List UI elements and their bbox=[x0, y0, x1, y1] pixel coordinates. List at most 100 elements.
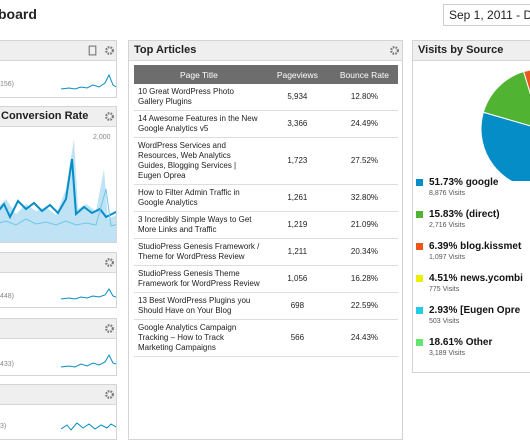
share: 2.93% bbox=[429, 305, 458, 316]
cell-number: 12.80% bbox=[330, 84, 398, 111]
cell-title[interactable]: 13 Best WordPress Plugins you Should Hav… bbox=[134, 292, 264, 320]
legend-swatch bbox=[416, 211, 423, 218]
column-header: Pageviews bbox=[263, 65, 331, 84]
line-chart bbox=[0, 139, 116, 242]
visits: 1,097 Visits bbox=[429, 254, 466, 261]
legend-label: 4.51% news.ycombi bbox=[429, 273, 523, 284]
legend-item: 6.39% blog.kissmet 1,097 Visits bbox=[416, 241, 521, 261]
summary: 433) bbox=[0, 361, 15, 368]
cell-number: 566 bbox=[263, 319, 331, 357]
legend-swatch bbox=[416, 179, 423, 186]
widget-header: Visits by Source bbox=[413, 41, 530, 61]
share: 6.39% bbox=[429, 241, 458, 252]
cell-number: 1,056 bbox=[263, 265, 331, 293]
notes-icon[interactable] bbox=[87, 45, 98, 56]
cell-title[interactable]: 3 Incredibly Simple Ways to Get More Lin… bbox=[134, 211, 264, 239]
widget-header: Top Articles bbox=[129, 41, 402, 61]
table-header: Page Title Pageviews Bounce Rate bbox=[134, 65, 398, 84]
legend: 51.73% google 8,876 Visits 15.83% (direct)… bbox=[413, 177, 530, 367]
sparkline bbox=[61, 288, 116, 300]
summary: 448) bbox=[0, 293, 15, 300]
date-range[interactable]: Sep 1, 2011 - D bbox=[443, 4, 530, 26]
source-name: Other bbox=[465, 337, 493, 348]
cell-number: 21.09% bbox=[330, 211, 398, 239]
visits: 2,716 Visits bbox=[429, 222, 466, 229]
pie-slice bbox=[523, 69, 530, 95]
cell-title[interactable]: StudioPress Genesis Framework / Theme fo… bbox=[134, 238, 264, 266]
column-header: Page Title bbox=[134, 65, 264, 84]
share: 15.83% bbox=[429, 209, 463, 220]
legend-item: 2.93% [Eugen Opre 503 Visits bbox=[416, 305, 521, 325]
share: 18.61% bbox=[429, 337, 463, 348]
sparkline bbox=[61, 353, 116, 368]
gear-icon[interactable] bbox=[389, 45, 400, 56]
widget-header bbox=[0, 385, 116, 405]
widget-header bbox=[0, 253, 116, 273]
pie-slice bbox=[480, 111, 530, 181]
column-header: Bounce Rate bbox=[330, 65, 398, 84]
legend-label: 15.83% (direct) bbox=[429, 209, 500, 220]
legend-item: 15.83% (direct) 2,716 Visits bbox=[416, 209, 500, 229]
widget: 3) bbox=[0, 384, 117, 440]
cell-number: 1,219 bbox=[263, 211, 331, 239]
gear-icon[interactable] bbox=[104, 111, 115, 122]
sparkline bbox=[61, 422, 116, 431]
source-name: [Eugen Opre bbox=[460, 305, 521, 316]
legend-swatch bbox=[416, 307, 423, 314]
cell-number: 698 bbox=[263, 292, 331, 320]
articles-table: Page Title Pageviews Bounce Rate 10 Great … bbox=[134, 65, 398, 357]
cell-number: 24.49% bbox=[330, 110, 398, 138]
legend-label: 51.73% google bbox=[429, 177, 498, 188]
gear-icon[interactable] bbox=[104, 45, 115, 56]
source-name: news.ycombi bbox=[460, 273, 523, 284]
summary: 3) bbox=[0, 423, 7, 430]
visits-by-source-widget: Visits by Source 51.73% google 8,876 Visi… bbox=[412, 40, 530, 373]
cell-number: 5,934 bbox=[263, 84, 331, 111]
cell-title[interactable]: StudioPress Genesis Theme Framework for … bbox=[134, 265, 264, 293]
pie-slice bbox=[482, 70, 530, 127]
legend-label: 6.39% blog.kissmet bbox=[429, 241, 521, 252]
table-row: 3 Incredibly Simple Ways to Get More Lin… bbox=[134, 211, 398, 239]
gear-icon[interactable] bbox=[104, 257, 115, 268]
cell-number: 3,366 bbox=[263, 110, 331, 138]
table-row: How to Filter Admin Traffic in Google An… bbox=[134, 184, 398, 212]
cell-title[interactable]: 14 Awesome Features in the New Google An… bbox=[134, 110, 264, 138]
table-row: Google Analytics Campaign Tracking – How… bbox=[134, 319, 398, 357]
cell-title[interactable]: How to Filter Admin Traffic in Google An… bbox=[134, 184, 264, 212]
table-row: 14 Awesome Features in the New Google An… bbox=[134, 110, 398, 138]
cell-number: 16.28% bbox=[330, 265, 398, 293]
pie-chart bbox=[480, 69, 530, 181]
summary: 156) bbox=[0, 81, 15, 88]
cell-number: 1,723 bbox=[263, 137, 331, 185]
cell-number: 1,211 bbox=[263, 238, 331, 266]
visits: 775 Visits bbox=[429, 286, 460, 293]
visits: 8,876 Visits bbox=[429, 190, 466, 197]
widget: 448) bbox=[0, 252, 117, 308]
share: 51.73% bbox=[429, 177, 463, 188]
legend-swatch bbox=[416, 243, 423, 250]
legend-label: 18.61% Other bbox=[429, 337, 492, 348]
legend-item: 4.51% news.ycombi 775 Visits bbox=[416, 273, 523, 293]
cell-title[interactable]: WordPress Services and Resources, Web An… bbox=[134, 137, 264, 185]
visits: 3,189 Visits bbox=[429, 350, 466, 357]
widget-header bbox=[0, 41, 116, 61]
cell-number: 32.80% bbox=[330, 184, 398, 212]
top-articles-widget: Top Articles Page Title Pageviews Bounce R… bbox=[128, 40, 403, 440]
table-row: WordPress Services and Resources, Web An… bbox=[134, 137, 398, 185]
legend-swatch bbox=[416, 339, 423, 346]
cell-title[interactable]: Google Analytics Campaign Tracking – How… bbox=[134, 319, 264, 357]
cell-title[interactable]: 10 Great WordPress Photo Gallery Plugins bbox=[134, 84, 264, 111]
table-row: StudioPress Genesis Theme Framework for … bbox=[134, 265, 398, 293]
legend-item: 18.61% Other 3,189 Visits bbox=[416, 337, 492, 357]
source-name: (direct) bbox=[465, 209, 500, 220]
cell-number: 1,261 bbox=[263, 184, 331, 212]
gear-icon[interactable] bbox=[104, 389, 115, 400]
source-name: google bbox=[465, 177, 499, 188]
table-body: 10 Great WordPress Photo Gallery Plugins… bbox=[134, 84, 398, 357]
table-row: 13 Best WordPress Plugins you Should Hav… bbox=[134, 292, 398, 320]
cell-number: 27.52% bbox=[330, 137, 398, 185]
table-row: StudioPress Genesis Framework / Theme fo… bbox=[134, 238, 398, 266]
gear-icon[interactable] bbox=[104, 323, 115, 334]
widget: 433) bbox=[0, 318, 117, 376]
